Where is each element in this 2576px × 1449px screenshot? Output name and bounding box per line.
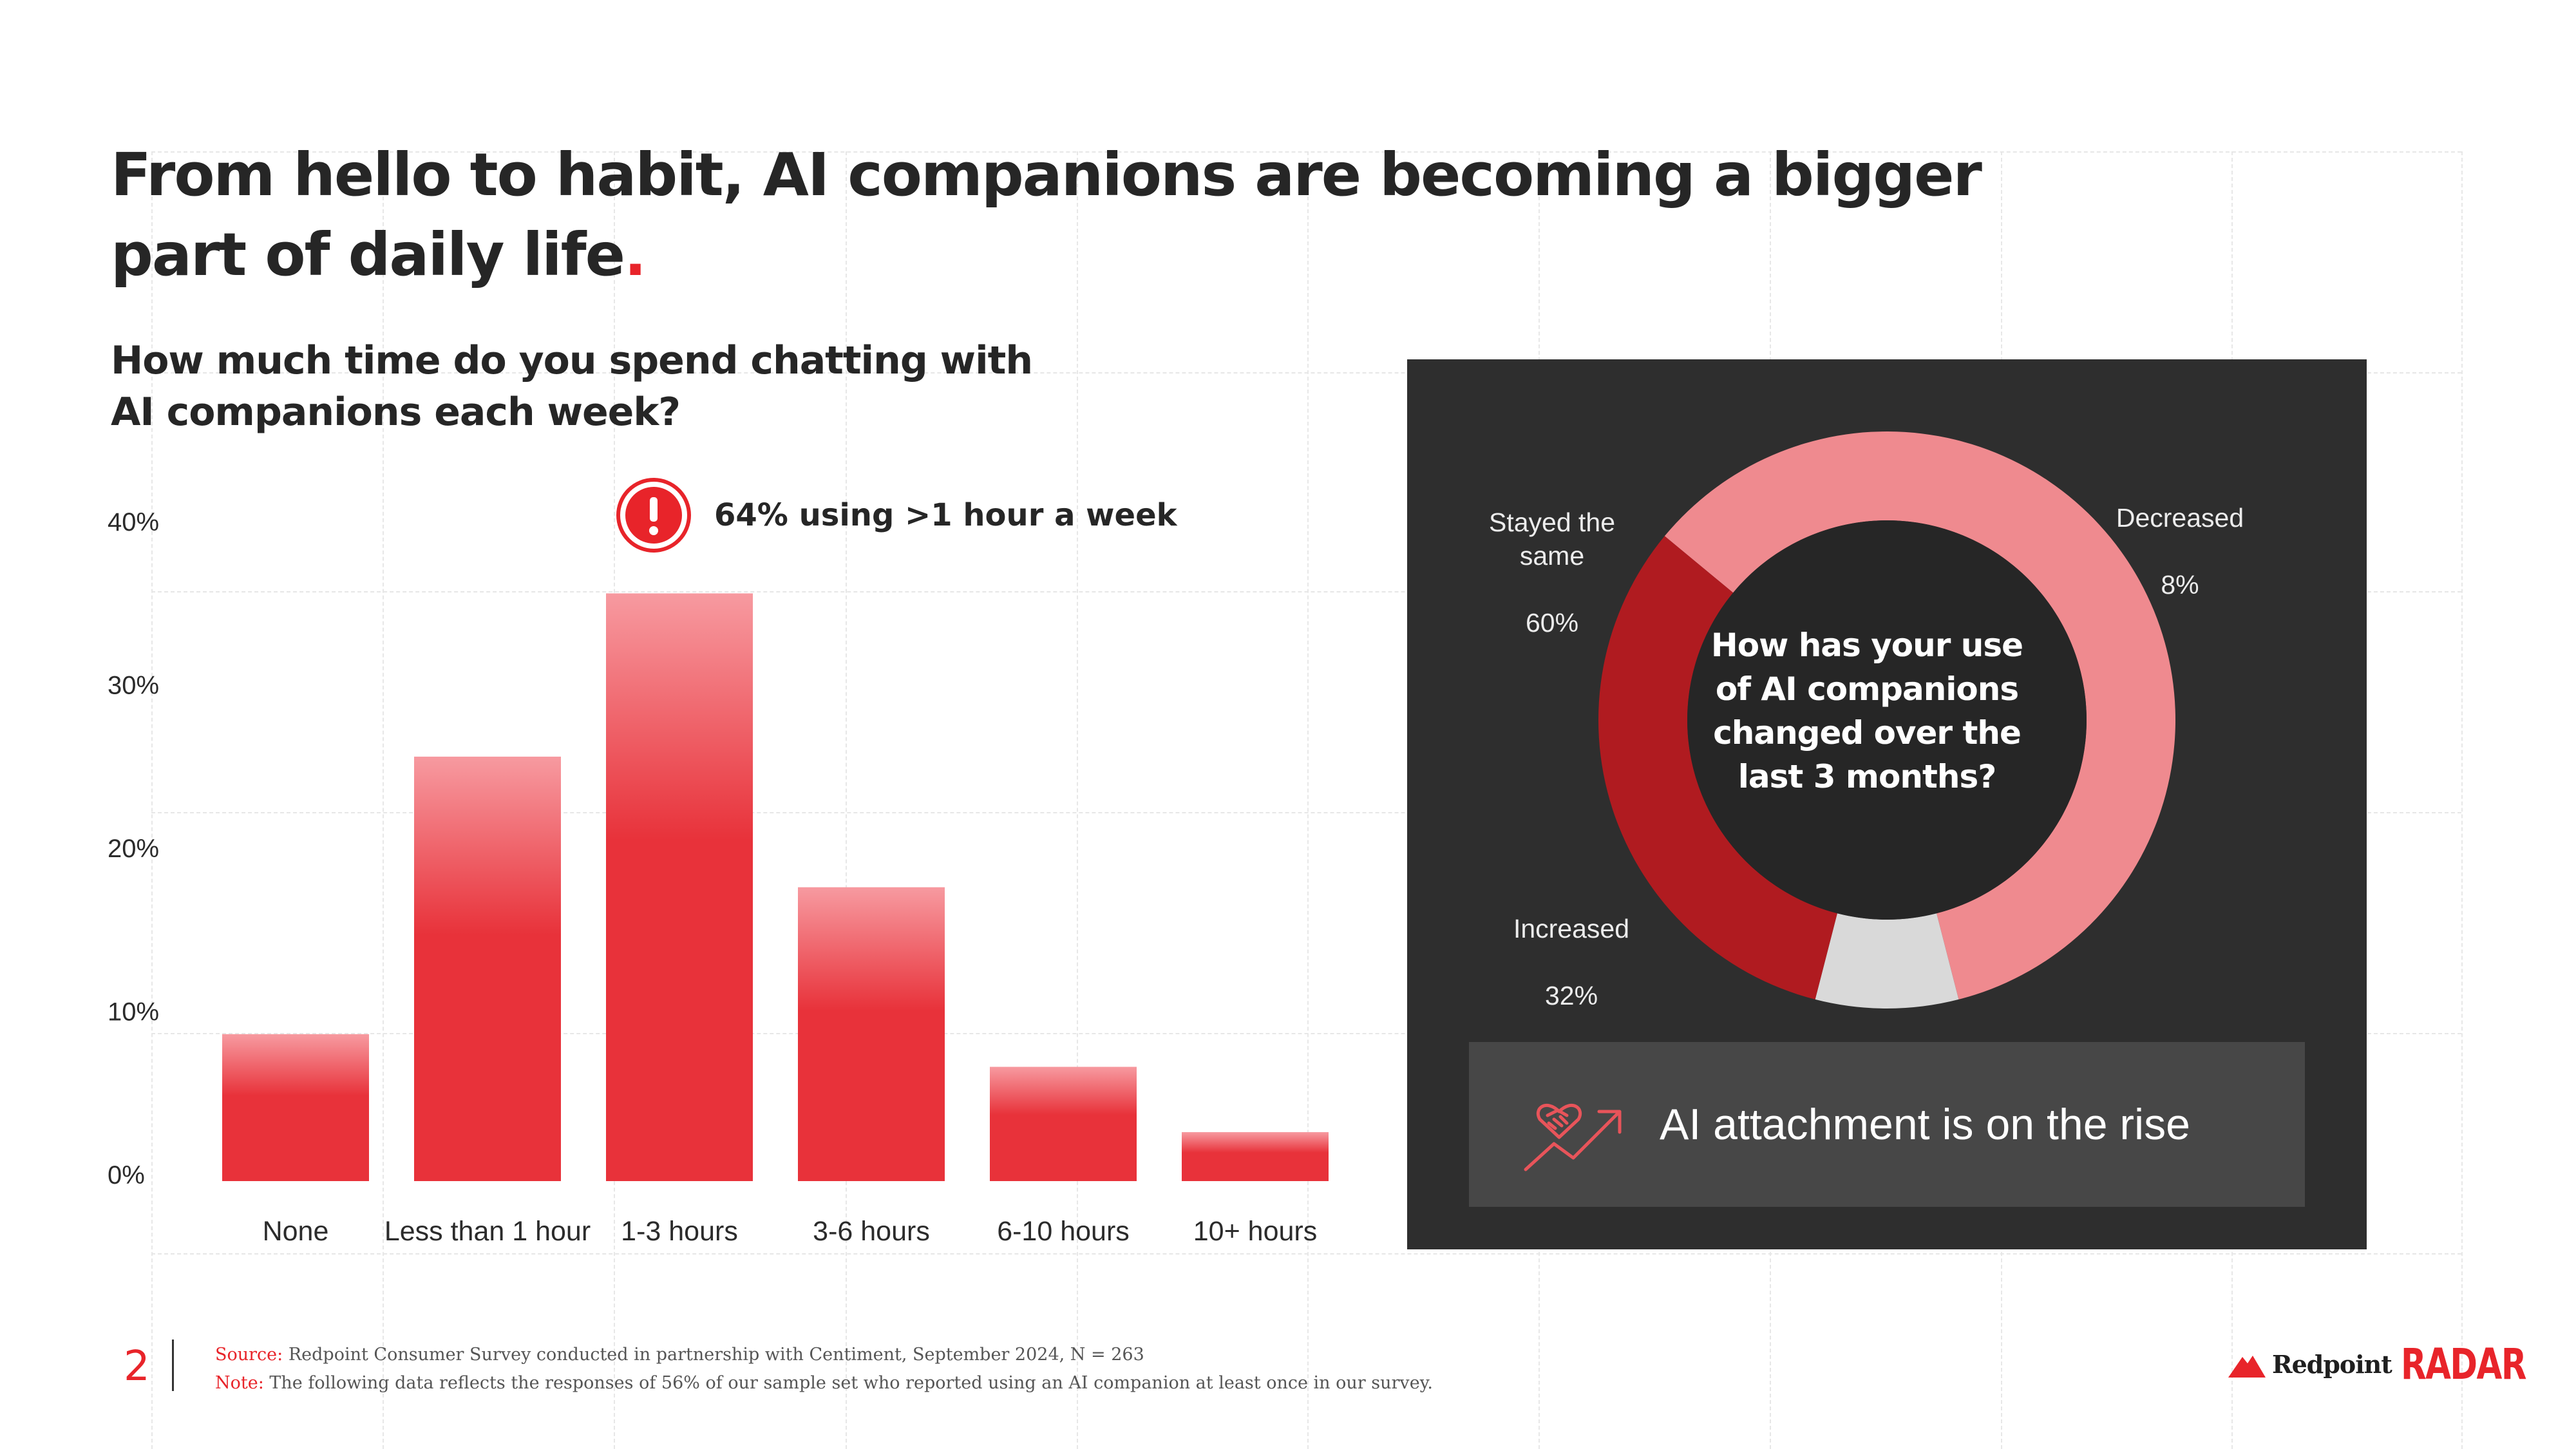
x-tick-label: 3-6 hours (813, 1216, 930, 1247)
bar (606, 593, 753, 1181)
source-text: Redpoint Consumer Survey conducted in pa… (283, 1345, 1144, 1365)
donut-chart-panel: Stayed the same 60% Decreased 8% Increas… (1407, 359, 2367, 1249)
bar (1182, 1132, 1329, 1181)
note-label: Note: (215, 1373, 264, 1393)
x-tick-label: 1-3 hours (621, 1216, 738, 1247)
donut-question: How has your use of AI companions change… (1710, 627, 2023, 795)
slice-label: Stayed the same (1488, 507, 1616, 571)
bar (222, 1034, 369, 1181)
donut-slice (1815, 913, 1959, 1009)
footer-divider (172, 1340, 174, 1391)
bar (414, 756, 561, 1181)
y-tick-label: 10% (108, 998, 159, 1027)
bar-chart: 0% 10% 20% 30% 40% None Less than 1 hour 1-3 h… (108, 508, 1329, 1247)
donut-hole (1687, 520, 2087, 920)
y-tick-label: 40% (108, 508, 159, 536)
page-title: From hello to habit, AI companions are b… (111, 135, 2043, 295)
redpoint-mountain-icon (2228, 1355, 2266, 1378)
x-tick-label: None (263, 1216, 329, 1247)
slice-value-label: 32% (1544, 981, 1598, 1010)
x-tick-label: Less than 1 hour (384, 1216, 591, 1247)
donut-chart (1598, 431, 2175, 1009)
donut-label-increased: Increased 32% (1504, 878, 1639, 1046)
source-note: Source: Redpoint Consumer Survey conduct… (215, 1341, 1433, 1369)
donut-label-decreased: Decreased 8% (2103, 468, 2257, 635)
brand-name: Redpoint (2272, 1350, 2392, 1379)
page-number: 2 (124, 1343, 150, 1390)
source-label: Source: (215, 1345, 283, 1365)
callout: 64% using >1 hour a week (615, 477, 1177, 554)
slice-label: Increased (1513, 914, 1630, 943)
brand-product: RADAR (2400, 1340, 2526, 1389)
callout-text: 64% using >1 hour a week (714, 497, 1177, 533)
donut-label-stayed-the-same: Stayed the same 60% (1488, 472, 1616, 673)
slice-value-label: 60% (1525, 608, 1579, 638)
page-title-text: From hello to habit, AI companions are b… (111, 140, 1982, 289)
donut-slice (1598, 536, 1837, 999)
exclamation-circle-icon (616, 478, 691, 553)
bar-chart-question: How much time do you spend chatting with… (111, 338, 1033, 435)
x-tick-label: 10+ hours (1193, 1216, 1317, 1247)
brand-logo: Redpoint RADAR (2228, 1340, 2561, 1389)
footnotes: Source: Redpoint Consumer Survey conduct… (215, 1341, 1433, 1397)
banner-text: AI attachment is on the rise (1660, 1100, 2190, 1149)
handshake-trend-up-icon (1524, 1103, 1622, 1171)
x-tick-label: 6-10 hours (997, 1216, 1130, 1247)
y-tick-label: 20% (108, 835, 159, 863)
donut-slice (1664, 431, 2175, 999)
title-accent-dot: . (624, 220, 647, 289)
insight-banner: AI attachment is on the rise (1469, 1042, 2305, 1207)
y-tick-label: 0% (108, 1161, 145, 1189)
bar (798, 887, 945, 1181)
slice-value-label: 8% (2161, 570, 2199, 600)
y-tick-label: 30% (108, 672, 159, 700)
slice-label: Decreased (2116, 503, 2244, 533)
bar (990, 1066, 1137, 1181)
sample-note: Note: The following data reflects the re… (215, 1369, 1433, 1397)
note-text: The following data reflects the response… (263, 1373, 1433, 1393)
